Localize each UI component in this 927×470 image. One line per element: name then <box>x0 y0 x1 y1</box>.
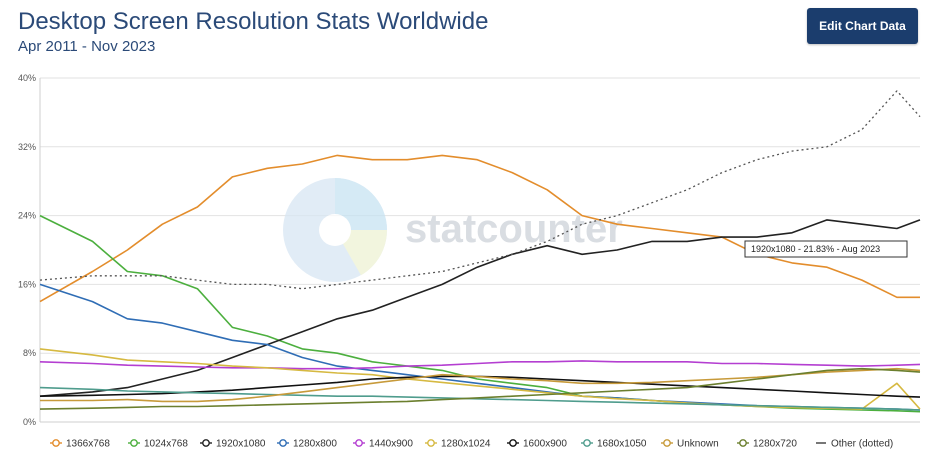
legend-label: 1600x900 <box>523 439 567 450</box>
legend-circle-marker <box>202 439 210 447</box>
watermark-text: statcounter <box>405 207 623 251</box>
legend-circle-marker <box>130 439 138 447</box>
line-chart: 0% 8% 16% 24% 32% 40% statcounter 1920x1080 - 2… <box>18 73 921 450</box>
series-line-1366x768[interactable] <box>39 154 920 303</box>
edit-chart-data-button[interactable]: Edit Chart Data <box>807 8 918 44</box>
legend-label: 1280x1024 <box>441 439 491 450</box>
legend-circle-marker <box>663 439 671 447</box>
y-tick-label: 16% <box>18 279 36 289</box>
statcounter-logo-icon <box>283 178 388 282</box>
legend-circle-marker <box>583 439 591 447</box>
series-line-1680x1050[interactable] <box>39 386 921 411</box>
legend-label: 1366x768 <box>66 439 110 450</box>
legend-item[interactable]: 1440x900 <box>353 439 413 450</box>
legend-item[interactable]: 1680x1050 <box>581 439 647 450</box>
legend-circle-marker <box>427 439 435 447</box>
logo-pie-hole <box>319 214 351 246</box>
legend-label: 1280x720 <box>753 439 797 450</box>
legend-item[interactable]: Other (dotted) <box>816 439 893 450</box>
chart-subtitle: Apr 2011 - Nov 2023 <box>18 38 156 55</box>
legend-circle-marker <box>52 439 60 447</box>
y-tick-label: 8% <box>23 348 36 358</box>
logo-pie-slice <box>335 178 387 230</box>
legend-item[interactable]: Unknown <box>661 439 719 450</box>
y-tick-label: 24% <box>18 211 36 221</box>
legend-label: Unknown <box>677 439 719 450</box>
logo-pie-slice <box>335 230 388 276</box>
legend-circle-marker <box>509 439 517 447</box>
legend-item[interactable]: 1920x1080 <box>200 439 266 450</box>
legend-item[interactable]: 1280x1024 <box>425 439 491 450</box>
chart-title: Desktop Screen Resolution Stats Worldwid… <box>18 8 489 35</box>
tooltip-text: 1920x1080 - 21.83% - Aug 2023 <box>751 244 880 254</box>
legend-item[interactable]: 1280x800 <box>277 439 337 450</box>
series-line-1920x1080[interactable] <box>39 219 921 397</box>
tooltip-box <box>744 240 908 258</box>
legend-label: 1920x1080 <box>216 439 266 450</box>
legend-label: 1024x768 <box>144 439 188 450</box>
legend-item[interactable]: 1024x768 <box>128 439 188 450</box>
legend-label: Other (dotted) <box>831 439 893 450</box>
legend-item[interactable]: 1366x768 <box>50 439 110 450</box>
y-tick-label: 32% <box>18 142 36 152</box>
legend-item[interactable]: 1600x900 <box>507 439 567 450</box>
legend-circle-marker <box>355 439 363 447</box>
legend-circle-marker <box>279 439 287 447</box>
series-line-1280x720[interactable] <box>39 367 921 410</box>
series-line-1280x1024[interactable] <box>39 348 921 410</box>
legend-label: 1680x1050 <box>597 439 647 450</box>
legend-label: 1440x900 <box>369 439 413 450</box>
y-tick-label: 40% <box>18 73 36 83</box>
legend-label: 1280x800 <box>293 439 337 450</box>
legend-item[interactable]: 1280x720 <box>737 439 797 450</box>
y-tick-label: 0% <box>23 417 36 427</box>
series-line-1600x900[interactable] <box>39 375 921 398</box>
legend-circle-marker <box>739 439 747 447</box>
series-line-1440x900[interactable] <box>39 360 921 370</box>
